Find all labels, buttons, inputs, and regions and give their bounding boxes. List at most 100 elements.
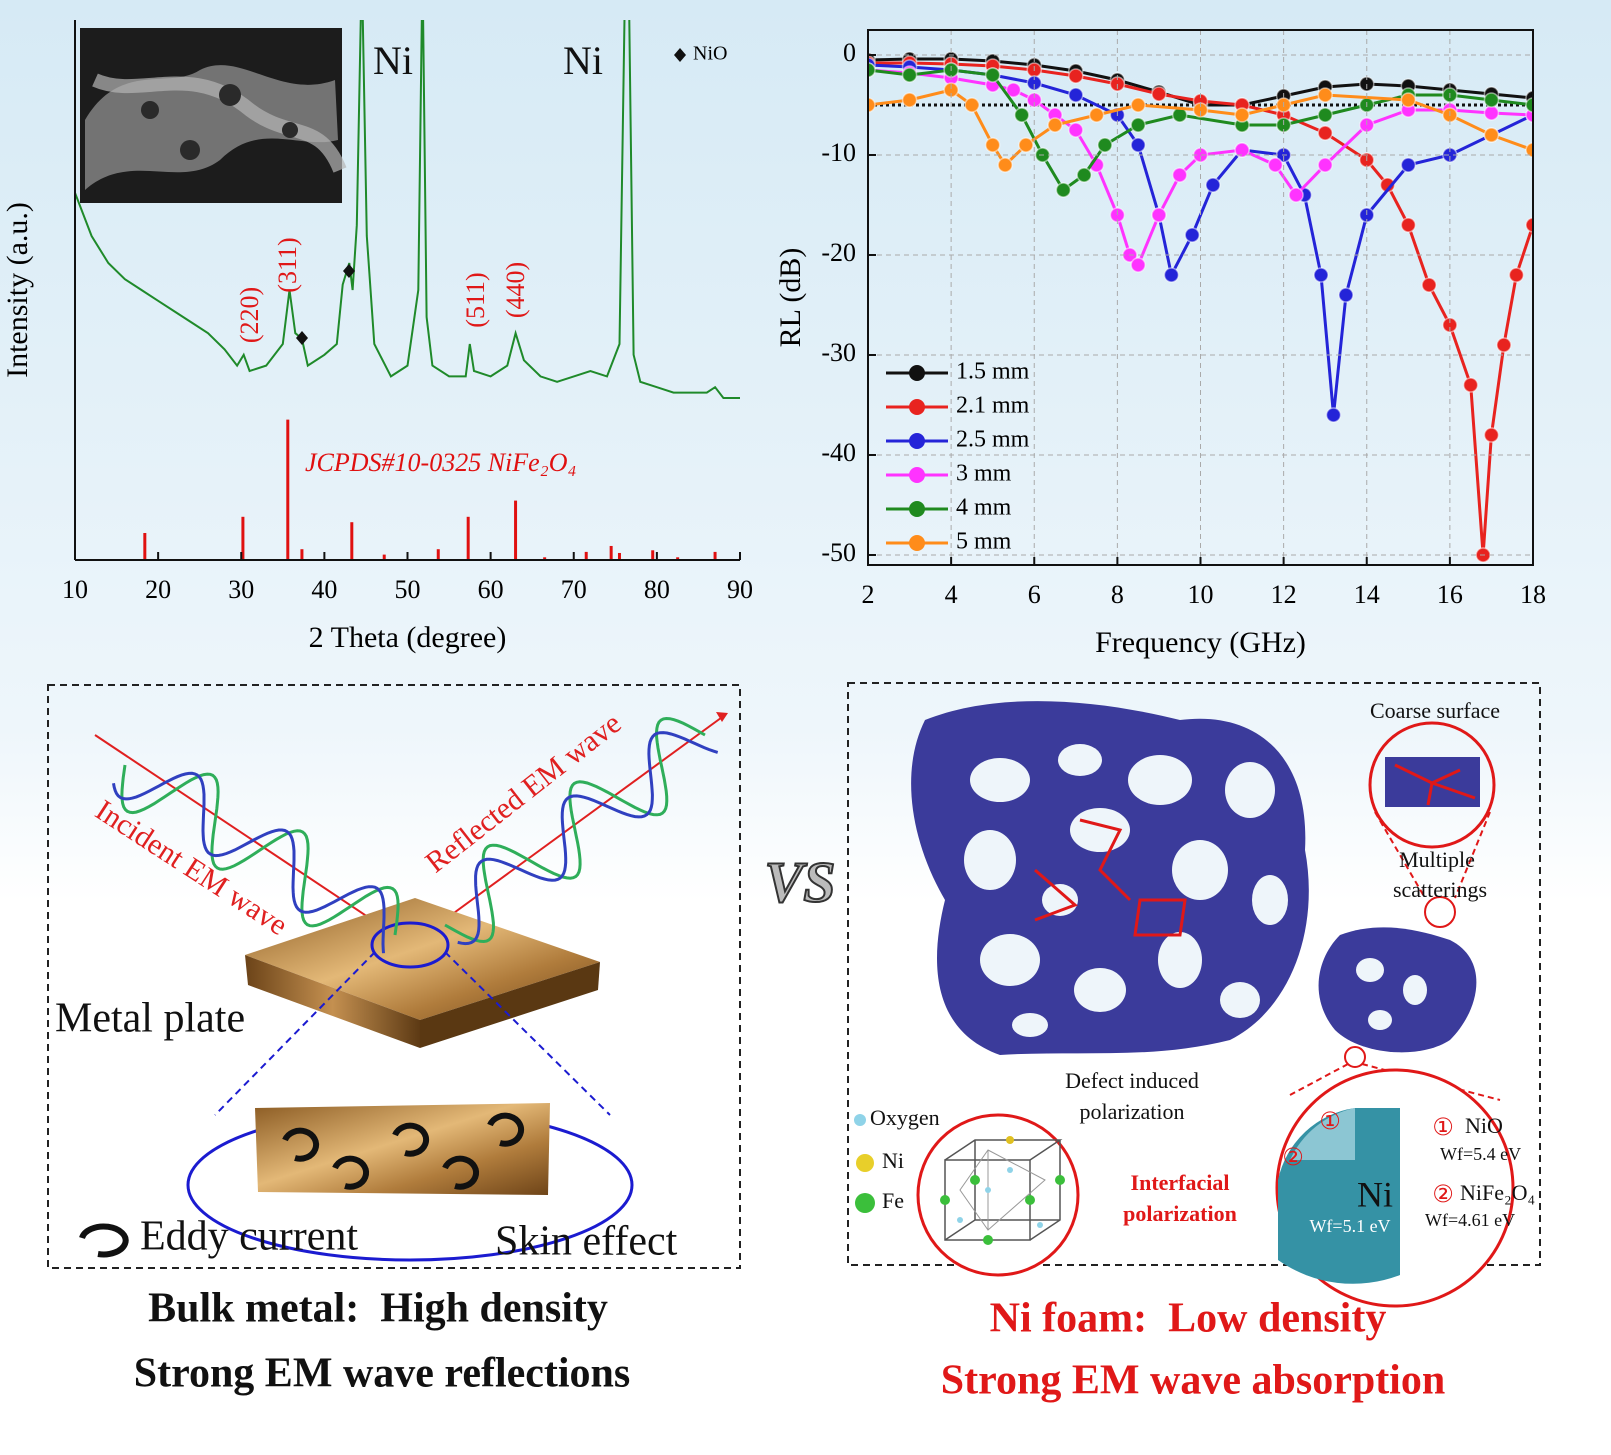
x-axis-title: Frequency (GHz) — [1095, 626, 1306, 659]
series-marker — [1483, 92, 1500, 108]
x-tick-label: 6 — [1028, 580, 1041, 609]
series-marker — [1400, 92, 1417, 108]
phase-num: ② — [1432, 1180, 1454, 1208]
series-marker — [964, 97, 980, 113]
series-marker — [1088, 107, 1105, 123]
annotation: (511) — [461, 272, 490, 327]
series-marker — [1317, 87, 1333, 103]
series-marker — [1068, 68, 1084, 84]
x-tick-label: 90 — [727, 575, 753, 604]
em-wave — [444, 716, 706, 944]
legend-label: 1.5 mm — [956, 359, 1030, 385]
legend-marker — [909, 433, 925, 449]
series-marker — [1496, 337, 1512, 353]
right-caption: Ni foam: Low density — [990, 1296, 1387, 1342]
x-tick-label: 10 — [62, 575, 88, 604]
series-marker — [1130, 257, 1146, 273]
x-tick-label: 4 — [945, 580, 958, 609]
phase-wf: Wf=5.4 eV — [1440, 1144, 1521, 1164]
x-tick-label: 2 — [862, 580, 875, 609]
phase-name: NiFe₂O₄ — [1460, 1180, 1535, 1205]
y-tick-label: -50 — [821, 538, 856, 567]
series-marker — [1097, 137, 1113, 153]
series-marker — [1317, 125, 1333, 141]
legend-label: 2.5 mm — [956, 427, 1030, 453]
annotation: (220) — [235, 287, 264, 343]
series-marker — [1130, 117, 1146, 133]
x-tick-label: 30 — [228, 575, 254, 604]
series-marker — [1400, 157, 1417, 173]
plate-label: Metal plate — [55, 996, 245, 1042]
series-marker — [1317, 157, 1333, 173]
defect-label: Defect induced — [1065, 1068, 1199, 1093]
legend-label: 3 mm — [956, 461, 1012, 487]
core-wf: Wf=5.1 eV — [1309, 1216, 1390, 1236]
interfacial-label: polarization — [1123, 1201, 1237, 1226]
left-panel — [47, 684, 741, 1269]
series-marker — [1047, 117, 1063, 133]
series-marker — [1205, 177, 1221, 193]
plot-frame — [867, 29, 1534, 566]
series-marker — [1338, 287, 1354, 303]
nio-symbol — [296, 331, 308, 345]
y-axis-title: Intensity (a.u.) — [1, 202, 34, 378]
series-marker — [901, 92, 918, 108]
right-panel — [847, 682, 1541, 1308]
em-wave — [112, 771, 386, 954]
annotation: (440) — [501, 262, 530, 318]
series-marker — [984, 137, 1001, 153]
series-marker — [1313, 267, 1329, 283]
series-marker — [1525, 142, 1533, 158]
x-axis-title: 2 Theta (degree) — [309, 621, 507, 654]
series-marker — [997, 157, 1013, 173]
x-tick-label: 80 — [644, 575, 670, 604]
x-tick-label: 10 — [1188, 580, 1214, 609]
core-label: Ni — [1357, 1174, 1393, 1214]
series-marker — [1288, 187, 1304, 203]
phase-name: NiO — [1465, 1113, 1503, 1138]
series-marker — [1421, 277, 1437, 293]
x-tick-label: 18 — [1520, 580, 1546, 609]
series-marker — [1068, 87, 1084, 103]
series-marker — [1076, 167, 1092, 183]
series-marker — [868, 62, 876, 78]
atom-label: Fe — [882, 1188, 904, 1213]
legend-marker — [909, 501, 925, 517]
legend-label: 4 mm — [956, 495, 1012, 521]
annotation: Ni — [373, 38, 413, 83]
left-caption: Strong EM wave reflections — [134, 1351, 631, 1397]
x-tick-label: 12 — [1271, 580, 1297, 609]
phase-wf: Wf=4.61 eV — [1425, 1210, 1515, 1230]
reference-label: JCPDS#10-0325 NiFe₂O₄ — [305, 448, 577, 477]
em-wave — [457, 731, 719, 946]
annotation: Ni — [563, 38, 603, 83]
series-marker — [1234, 142, 1250, 158]
legend-marker — [909, 535, 925, 551]
x-tick-label: 20 — [145, 575, 171, 604]
legend-label: NiO — [693, 43, 727, 65]
series-marker — [1525, 97, 1533, 113]
skin-label: Skin effect — [495, 1219, 678, 1265]
phase-num: ① — [1432, 1113, 1454, 1141]
vs-label: VS — [765, 849, 836, 914]
y-tick-label: -10 — [821, 138, 856, 167]
nio-symbol — [343, 264, 355, 278]
x-tick-label: 70 — [561, 575, 587, 604]
series-marker — [1171, 167, 1188, 183]
plot-area — [868, 51, 1533, 563]
series-marker — [1483, 105, 1500, 121]
scatter-label: Multiple — [1399, 847, 1475, 872]
series-marker — [1317, 107, 1333, 123]
series-marker — [1234, 107, 1250, 123]
texts: Incident EM wave Reflected EM wave Metal… — [55, 698, 1535, 1404]
x-tick-label: 50 — [395, 575, 421, 604]
phase-mark: ① — [1319, 1107, 1341, 1135]
x-tick-label: 40 — [311, 575, 337, 604]
y-tick-label: -40 — [821, 438, 856, 467]
series-marker — [1055, 182, 1072, 198]
series-marker — [1163, 267, 1180, 283]
coarse-label: Coarse surface — [1370, 698, 1500, 723]
series-marker — [1462, 377, 1479, 393]
